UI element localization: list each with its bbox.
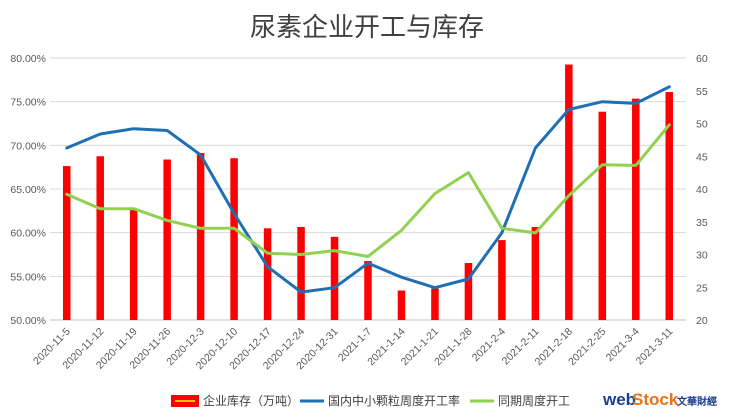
- x-axis: 2020-11-52020-11-122020-11-192020-11-262…: [31, 326, 675, 373]
- utilization-line: [65, 85, 671, 294]
- inventory-bar: [330, 236, 339, 320]
- inventory-bar: [598, 111, 607, 321]
- legend-label: 国内中小颗粒周度开工率: [328, 393, 460, 408]
- right-tick-label: 60: [696, 53, 708, 65]
- inventory-bar: [431, 288, 439, 320]
- right-tick-label: 20: [696, 315, 708, 327]
- left-tick-label: 50.00%: [10, 315, 46, 327]
- inventory-bar: [565, 64, 573, 320]
- inventory-bar: [297, 226, 305, 320]
- inventory-bar: [62, 166, 71, 320]
- x-tick-label: 2021-3-11: [634, 326, 676, 368]
- brand-web-text: web: [602, 390, 636, 409]
- line-series: [65, 85, 671, 294]
- right-tick-label: 25: [696, 282, 708, 294]
- right-tick-label: 55: [696, 86, 708, 98]
- left-tick-label: 70.00%: [10, 140, 46, 152]
- left-axis: 50.00% 55.00% 60.00% 65.00% 70.00% 75.00% 80.0…: [10, 53, 46, 327]
- inventory-bar: [498, 240, 506, 320]
- brand-stock-text: Stock: [632, 390, 679, 409]
- legend-label: 企业库存（万吨）: [203, 393, 299, 408]
- inventory-bar: [665, 92, 674, 320]
- inventory-bar: [96, 156, 104, 320]
- right-tick-label: 50: [696, 119, 708, 131]
- grid-lines: [50, 57, 686, 321]
- left-tick-label: 65.00%: [10, 184, 46, 196]
- same-period-line: [65, 123, 671, 258]
- inventory-bar: [632, 98, 640, 320]
- left-tick-label: 55.00%: [10, 271, 46, 283]
- right-axis: 20 25 30 35 40 45 50 55 60: [696, 53, 708, 327]
- inventory-bar: [196, 152, 205, 320]
- inventory-bar: [129, 208, 138, 320]
- inventory-bar: [397, 290, 406, 320]
- legend-label: 同期周度开工: [498, 393, 570, 408]
- inventory-bar: [230, 158, 238, 320]
- inventory-bar: [263, 228, 272, 320]
- legend: 企业库存（万吨） 国内中小颗粒周度开工率 同期周度开工: [171, 393, 570, 408]
- right-tick-label: 35: [696, 217, 708, 229]
- left-tick-label: 60.00%: [10, 228, 46, 240]
- chart-title: 尿素企业开工与库存: [250, 13, 484, 43]
- right-tick-label: 30: [696, 250, 708, 262]
- inventory-bar: [464, 263, 473, 320]
- inventory-bar: [531, 226, 540, 320]
- brand-cn-text: 文華財經: [677, 395, 717, 408]
- bar-series: [62, 64, 674, 321]
- right-tick-label: 40: [696, 184, 708, 196]
- left-tick-label: 80.00%: [10, 53, 46, 65]
- brand-logo: web Stock 文華財經: [602, 390, 717, 409]
- right-tick-label: 45: [696, 151, 708, 163]
- left-tick-label: 75.00%: [10, 97, 46, 109]
- inventory-bar: [163, 159, 171, 320]
- inventory-bar: [364, 261, 372, 320]
